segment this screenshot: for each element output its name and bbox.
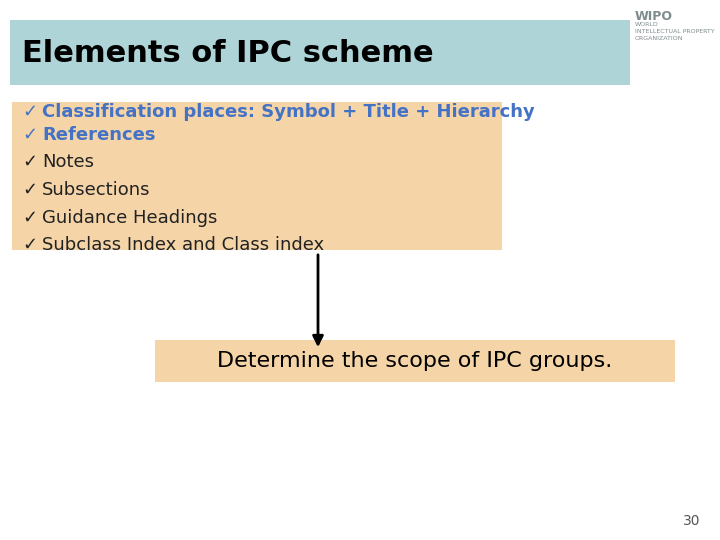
Bar — [10, 20, 630, 85]
Bar — [12, 102, 502, 250]
Bar — [155, 340, 675, 382]
Text: ✓: ✓ — [22, 181, 37, 199]
Text: ✓: ✓ — [22, 103, 37, 121]
Text: Guidance Headings: Guidance Headings — [42, 209, 217, 227]
Text: Elements of IPC scheme: Elements of IPC scheme — [22, 38, 433, 68]
Text: 30: 30 — [683, 514, 700, 528]
Text: Subsections: Subsections — [42, 181, 150, 199]
Text: Determine the scope of IPC groups.: Determine the scope of IPC groups. — [217, 351, 613, 371]
Text: Subclass Index and Class index: Subclass Index and Class index — [42, 236, 324, 254]
Text: Classification places: Symbol + Title + Hierarchy: Classification places: Symbol + Title + … — [42, 103, 535, 121]
Text: ✓: ✓ — [22, 236, 37, 254]
Text: ✓: ✓ — [22, 126, 37, 144]
Text: Notes: Notes — [42, 153, 94, 171]
Text: References: References — [42, 126, 156, 144]
Text: ✓: ✓ — [22, 153, 37, 171]
Text: ✓: ✓ — [22, 209, 37, 227]
Text: WIPO: WIPO — [635, 10, 673, 23]
Text: WORLD
INTELLECTUAL PROPERTY
ORGANIZATION: WORLD INTELLECTUAL PROPERTY ORGANIZATION — [635, 22, 715, 41]
